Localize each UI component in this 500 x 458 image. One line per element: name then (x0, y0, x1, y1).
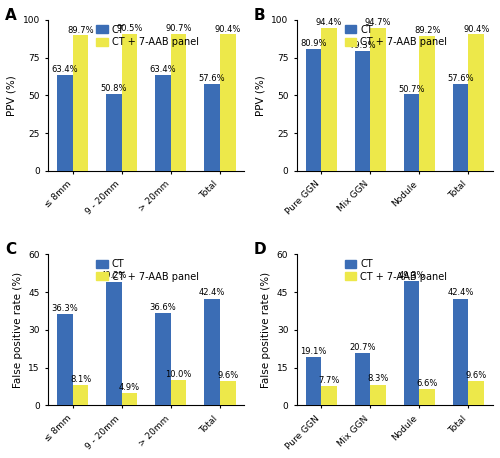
Bar (306, 357, 322, 405)
Bar (204, 299, 220, 405)
Bar (354, 353, 370, 405)
Text: 42.4%: 42.4% (448, 289, 474, 297)
Text: 79.3%: 79.3% (349, 41, 376, 50)
Bar (306, 49, 322, 171)
Text: 57.6%: 57.6% (198, 74, 226, 83)
Text: 36.3%: 36.3% (52, 304, 78, 313)
Bar (452, 84, 468, 171)
Bar (72, 35, 88, 171)
Text: 50.7%: 50.7% (398, 85, 425, 93)
Bar (57, 75, 72, 171)
Bar (220, 381, 236, 405)
Text: 89.7%: 89.7% (67, 26, 94, 34)
Bar (72, 385, 88, 405)
Bar (155, 75, 171, 171)
Text: 90.5%: 90.5% (116, 24, 143, 33)
Text: 94.7%: 94.7% (365, 18, 392, 27)
Text: 10.0%: 10.0% (166, 370, 192, 379)
Text: 50.8%: 50.8% (100, 84, 127, 93)
Bar (106, 282, 122, 405)
Bar (57, 314, 72, 405)
Text: 49.3%: 49.3% (398, 271, 425, 280)
Bar (322, 28, 337, 171)
Text: 42.4%: 42.4% (199, 289, 225, 297)
Legend: CT, CT + 7-AAB panel: CT, CT + 7-AAB panel (92, 21, 202, 51)
Bar (370, 28, 386, 171)
Bar (420, 36, 435, 171)
Text: 80.9%: 80.9% (300, 39, 326, 48)
Text: 8.1%: 8.1% (70, 375, 91, 384)
Text: 57.6%: 57.6% (448, 74, 474, 83)
Bar (122, 393, 138, 405)
Text: A: A (5, 8, 16, 23)
Text: 89.2%: 89.2% (414, 26, 440, 35)
Text: 94.4%: 94.4% (316, 18, 342, 27)
Text: 7.7%: 7.7% (318, 376, 340, 385)
Bar (354, 51, 370, 171)
Text: B: B (254, 8, 265, 23)
Text: 9.6%: 9.6% (466, 371, 487, 380)
Bar (106, 94, 122, 171)
Bar (171, 380, 186, 405)
Y-axis label: PPV (%): PPV (%) (7, 75, 17, 116)
Text: 90.4%: 90.4% (214, 25, 241, 33)
Text: 9.6%: 9.6% (217, 371, 238, 380)
Text: 8.3%: 8.3% (368, 374, 389, 383)
Text: 49.2%: 49.2% (100, 271, 127, 280)
Bar (220, 34, 236, 171)
Bar (452, 299, 468, 405)
Text: 19.1%: 19.1% (300, 347, 326, 356)
Bar (322, 386, 337, 405)
Text: 90.7%: 90.7% (166, 24, 192, 33)
Bar (122, 34, 138, 171)
Y-axis label: PPV (%): PPV (%) (256, 75, 266, 116)
Bar (404, 94, 419, 171)
Bar (370, 385, 386, 405)
Legend: CT, CT + 7-AAB panel: CT, CT + 7-AAB panel (341, 255, 451, 285)
Text: 90.4%: 90.4% (463, 25, 489, 33)
Y-axis label: False positive rate (%): False positive rate (%) (12, 272, 22, 388)
Bar (404, 281, 419, 405)
Legend: CT, CT + 7-AAB panel: CT, CT + 7-AAB panel (341, 21, 451, 51)
Text: 6.6%: 6.6% (416, 379, 438, 387)
Text: 36.6%: 36.6% (150, 303, 176, 312)
Text: 4.9%: 4.9% (119, 383, 140, 392)
Bar (468, 381, 484, 405)
Bar (204, 84, 220, 171)
Text: 63.4%: 63.4% (150, 65, 176, 74)
Text: C: C (5, 242, 16, 257)
Bar (171, 34, 186, 171)
Legend: CT, CT + 7-AAB panel: CT, CT + 7-AAB panel (92, 255, 202, 285)
Y-axis label: False positive rate (%): False positive rate (%) (262, 272, 272, 388)
Bar (420, 389, 435, 405)
Bar (468, 34, 484, 171)
Text: 63.4%: 63.4% (52, 65, 78, 74)
Bar (155, 313, 171, 405)
Text: D: D (254, 242, 266, 257)
Text: 20.7%: 20.7% (350, 343, 376, 352)
